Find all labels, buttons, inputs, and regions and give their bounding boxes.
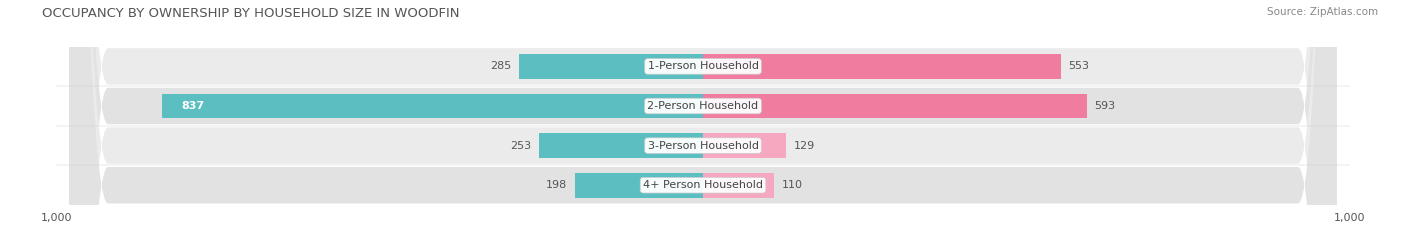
- Bar: [703, 54, 1060, 79]
- Bar: [703, 94, 1087, 118]
- Text: 110: 110: [782, 180, 803, 190]
- Text: 3-Person Household: 3-Person Household: [648, 141, 758, 151]
- Text: 837: 837: [181, 101, 204, 111]
- Bar: [703, 173, 775, 198]
- Bar: [703, 133, 786, 158]
- Text: 593: 593: [1094, 101, 1115, 111]
- Bar: [540, 133, 703, 158]
- Text: 4+ Person Household: 4+ Person Household: [643, 180, 763, 190]
- Text: 198: 198: [546, 180, 567, 190]
- Bar: [162, 94, 703, 118]
- FancyBboxPatch shape: [69, 0, 1337, 233]
- Bar: [575, 173, 703, 198]
- Text: 2-Person Household: 2-Person Household: [647, 101, 759, 111]
- Text: 1-Person Household: 1-Person Household: [648, 62, 758, 71]
- Text: 129: 129: [794, 141, 815, 151]
- FancyBboxPatch shape: [69, 0, 1337, 233]
- Text: Source: ZipAtlas.com: Source: ZipAtlas.com: [1267, 7, 1378, 17]
- Text: 253: 253: [510, 141, 531, 151]
- Text: 553: 553: [1069, 62, 1090, 71]
- FancyBboxPatch shape: [69, 0, 1337, 233]
- FancyBboxPatch shape: [69, 0, 1337, 233]
- Text: 285: 285: [489, 62, 510, 71]
- Bar: [519, 54, 703, 79]
- Text: OCCUPANCY BY OWNERSHIP BY HOUSEHOLD SIZE IN WOODFIN: OCCUPANCY BY OWNERSHIP BY HOUSEHOLD SIZE…: [42, 7, 460, 20]
